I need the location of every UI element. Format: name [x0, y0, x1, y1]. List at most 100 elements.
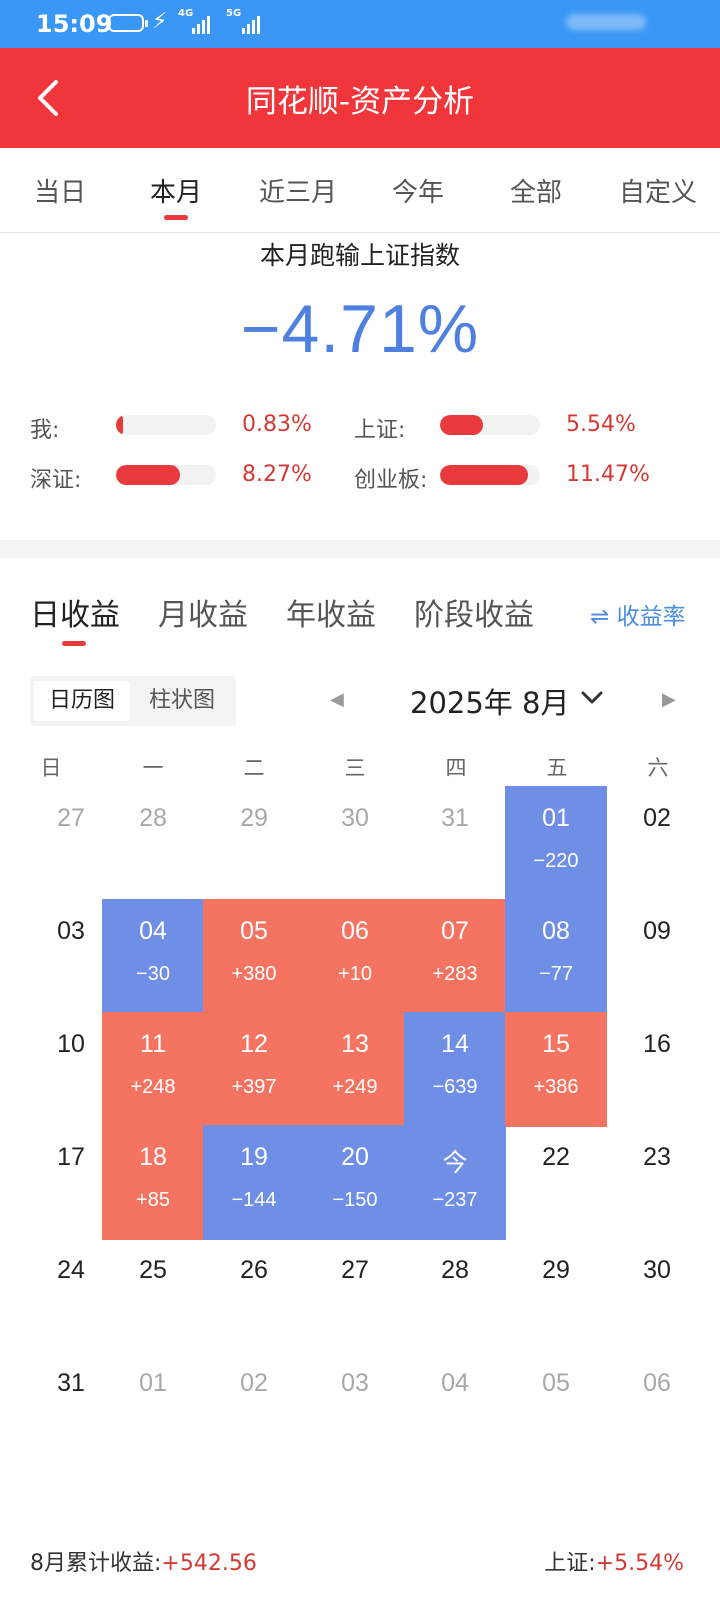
calendar-day-income: −639	[432, 1076, 478, 1098]
calendar-day-income: −150	[332, 1189, 378, 1211]
month-total-summary: 8月累计收益:+542.56	[30, 1545, 257, 1577]
calendar-view-button[interactable]: 日历图	[34, 681, 130, 721]
calendar-day-number: 03	[341, 1369, 369, 1397]
calendar-day-cell[interactable]: 19 −144	[203, 1125, 305, 1240]
compare-bar-chinext	[440, 465, 540, 485]
calendar-day-number: 02	[643, 804, 671, 832]
calendar-day-cell[interactable]: 04	[404, 1351, 506, 1466]
calendar-day-number: 16	[643, 1030, 671, 1058]
calendar-day-cell[interactable]: 今 −237	[404, 1125, 506, 1240]
calendar-day-number: 11	[140, 1030, 166, 1058]
calendar-day-income: +10	[338, 963, 372, 985]
tab-monthly-income[interactable]: 月收益	[158, 598, 248, 633]
tab-period-income[interactable]: 阶段收益	[414, 598, 534, 633]
calendar-day-number: 25	[139, 1256, 167, 1284]
tab-daily-income[interactable]: 日收益	[30, 598, 120, 633]
calendar-day-cell[interactable]: 05	[505, 1351, 607, 1466]
calendar-day-cell[interactable]: 01 −220	[505, 786, 607, 901]
calendar-day-cell[interactable]: 18 +85	[102, 1125, 204, 1240]
calendar-day-cell[interactable]: 15 +386	[505, 1012, 607, 1127]
network-4g-label: 4G	[178, 8, 194, 19]
calendar-day-cell[interactable]: 06 +10	[304, 899, 406, 1014]
calendar-day-number: 18	[139, 1143, 167, 1171]
signal-5g-icon	[242, 14, 260, 34]
calendar-day-number: 17	[57, 1143, 85, 1171]
calendar-day-cell[interactable]: 05 +380	[203, 899, 305, 1014]
calendar-day-cell[interactable]: 03	[20, 899, 122, 1014]
calendar-day-cell[interactable]: 12 +397	[203, 1012, 305, 1127]
calendar-day-number: 04	[441, 1369, 469, 1397]
calendar-day-cell[interactable]: 13 +249	[304, 1012, 406, 1127]
calendar-day-cell[interactable]: 30	[606, 1238, 708, 1353]
calendar-day-number: 29	[240, 804, 268, 832]
calendar-day-number: 28	[139, 804, 167, 832]
calendar-day-number: 22	[542, 1143, 570, 1171]
next-month-icon[interactable]: ▶	[662, 689, 676, 710]
calendar-day-cell[interactable]: 02	[203, 1351, 305, 1466]
calendar-day-cell[interactable]: 09	[606, 899, 708, 1014]
calendar-day-cell[interactable]: 24	[20, 1238, 122, 1353]
yield-rate-toggle[interactable]: ⇌ 收益率	[590, 597, 686, 631]
back-arrow-icon[interactable]	[30, 76, 70, 120]
calendar-day-cell[interactable]: 06	[606, 1351, 708, 1466]
tab-today[interactable]: 当日	[0, 172, 120, 209]
calendar-day-cell[interactable]: 10	[20, 1012, 122, 1127]
calendar-day-cell[interactable]: 31	[404, 786, 506, 901]
shanghai-summary: 上证:+5.54%	[544, 1545, 684, 1577]
calendar-day-cell[interactable]: 26	[203, 1238, 305, 1353]
prev-month-icon[interactable]: ◀	[330, 689, 344, 710]
calendar-day-cell[interactable]: 17	[20, 1125, 122, 1240]
calendar-day-cell[interactable]: 23	[606, 1125, 708, 1240]
calendar-day-cell[interactable]: 08 −77	[505, 899, 607, 1014]
month-total-label: 8月累计收益:	[30, 1551, 162, 1576]
calendar-day-cell[interactable]: 20 −150	[304, 1125, 406, 1240]
calendar-day-number: 31	[441, 804, 469, 832]
calendar-day-cell[interactable]: 25	[102, 1238, 204, 1353]
compare-value-me: 0.83%	[242, 412, 312, 437]
tab-custom[interactable]: 自定义	[598, 172, 718, 209]
tab-this-year[interactable]: 今年	[358, 172, 478, 209]
calendar-day-number: 08	[542, 917, 570, 945]
calendar-day-cell[interactable]: 29	[505, 1238, 607, 1353]
calendar-day-cell[interactable]: 11 +248	[102, 1012, 204, 1127]
calendar-day-cell[interactable]: 27	[304, 1238, 406, 1353]
summary-value: −4.71%	[240, 291, 480, 367]
weekday-label: 三	[344, 756, 366, 780]
tab-all[interactable]: 全部	[476, 172, 596, 209]
calendar-day-cell[interactable]: 28	[404, 1238, 506, 1353]
calendar-day-cell[interactable]: 02	[606, 786, 708, 901]
tab-three-months[interactable]: 近三月	[238, 172, 358, 209]
tab-yearly-income[interactable]: 年收益	[286, 598, 376, 633]
calendar-day-cell[interactable]: 16	[606, 1012, 708, 1127]
calendar-day-cell[interactable]: 29	[203, 786, 305, 901]
calendar-day-number: 29	[542, 1256, 570, 1284]
section-divider	[0, 540, 720, 558]
compare-bar-fill	[440, 415, 483, 435]
calendar-day-number: 20	[341, 1143, 369, 1171]
tab-this-month[interactable]: 本月	[116, 172, 236, 220]
compare-label-chinext: 创业板:	[354, 468, 428, 493]
status-right-icons	[566, 14, 646, 30]
calendar-day-cell[interactable]: 27	[20, 786, 122, 901]
calendar-day-cell[interactable]: 07 +283	[404, 899, 506, 1014]
calendar-day-cell[interactable]: 04 −30	[102, 899, 204, 1014]
calendar-day-cell[interactable]: 30	[304, 786, 406, 901]
calendar-day-number: 15	[542, 1030, 570, 1058]
yield-rate-label: 收益率	[616, 604, 686, 630]
calendar-day-number: 12	[240, 1030, 268, 1058]
calendar-day-number: 26	[240, 1256, 268, 1284]
charging-icon: ⚡	[152, 9, 168, 34]
calendar-day-number: 30	[643, 1256, 671, 1284]
compare-value-chinext: 11.47%	[566, 462, 650, 487]
calendar-day-cell[interactable]: 22	[505, 1125, 607, 1240]
calendar-day-cell[interactable]: 03	[304, 1351, 406, 1466]
calendar-day-cell[interactable]: 01	[102, 1351, 204, 1466]
calendar-day-cell[interactable]: 28	[102, 786, 204, 901]
weekday-label: 四	[445, 756, 467, 780]
calendar-day-number: 07	[441, 917, 469, 945]
month-label[interactable]: 2025年 8月	[410, 686, 570, 720]
calendar-day-cell[interactable]: 14 −639	[404, 1012, 506, 1127]
calendar-day-cell[interactable]: 31	[20, 1351, 122, 1466]
bar-view-button[interactable]: 柱状图	[148, 688, 215, 713]
chevron-down-icon[interactable]	[578, 684, 606, 712]
